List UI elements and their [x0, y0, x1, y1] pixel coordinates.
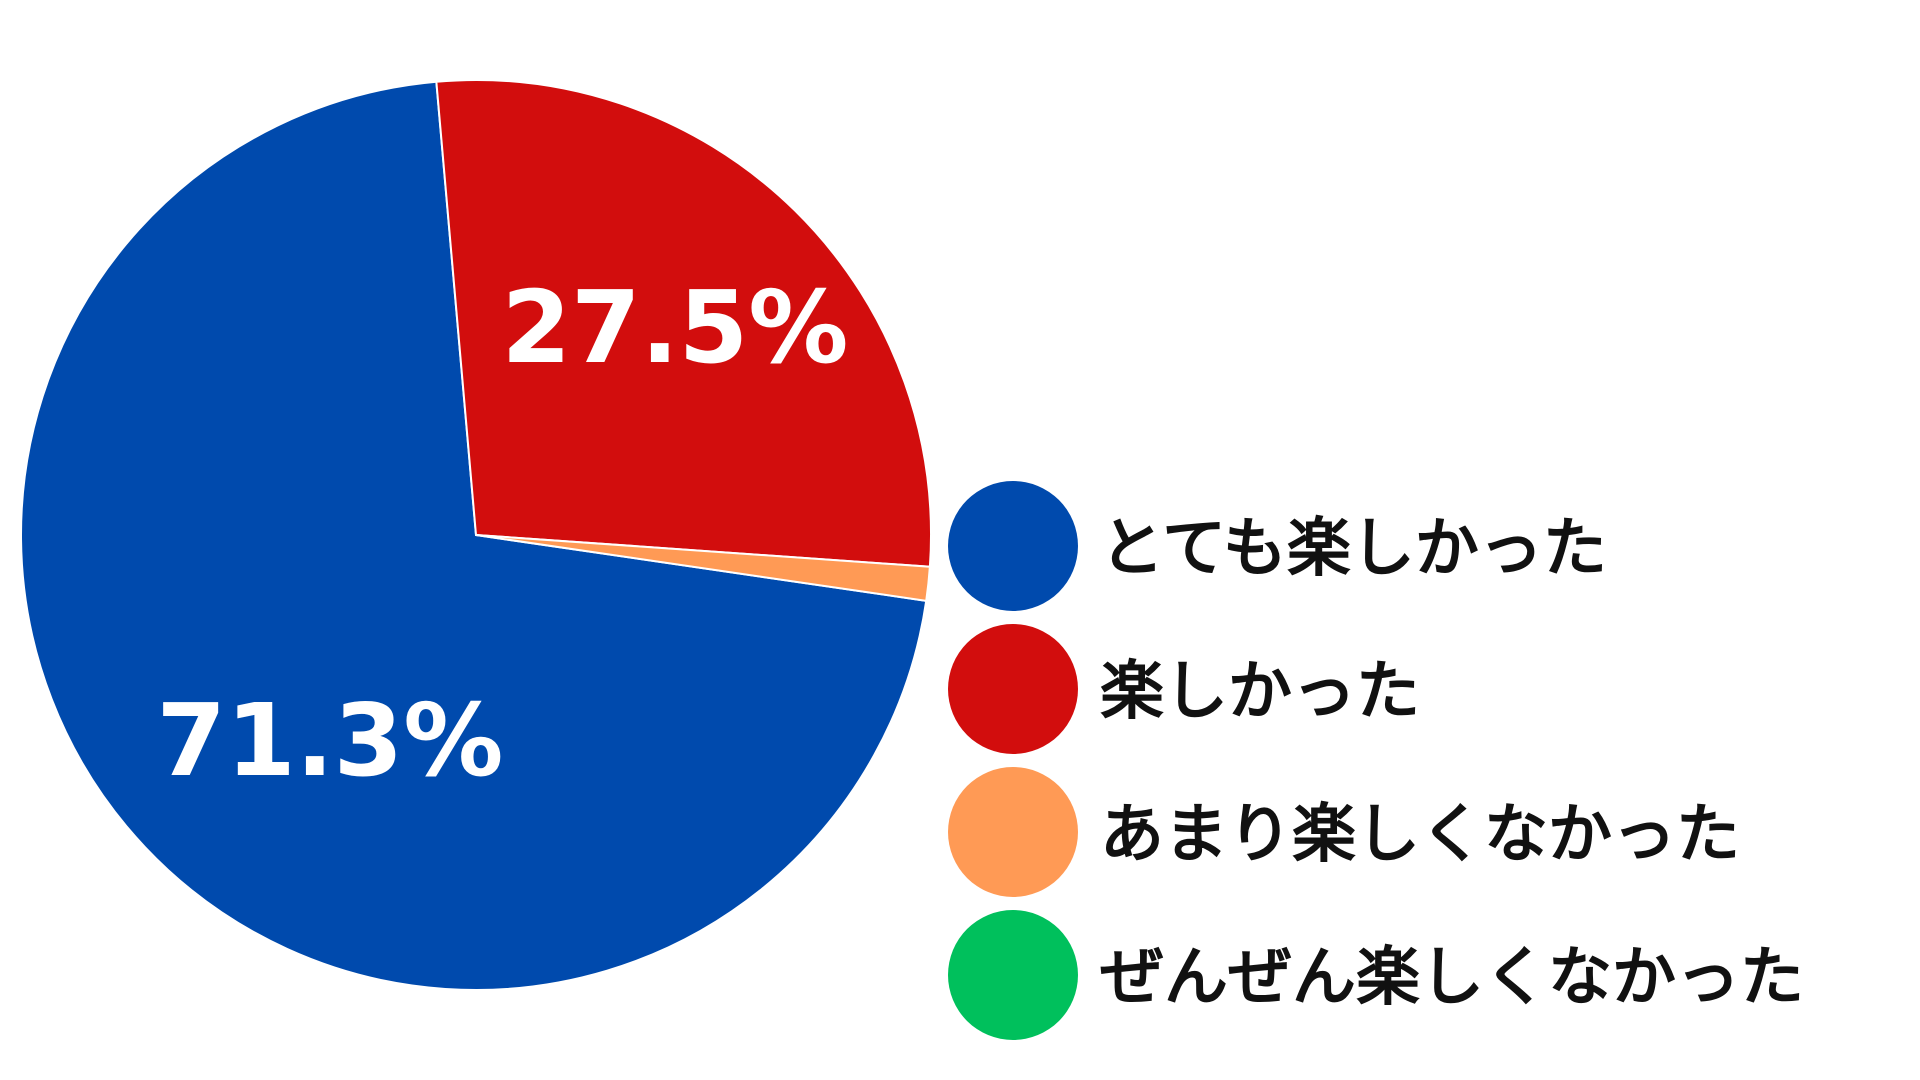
legend-label-3: ぜんぜん楽しくなかった	[1100, 941, 1804, 1015]
legend-label-0: とても楽しかった	[1100, 512, 1607, 586]
legend-label-2: あまり楽しくなかった	[1100, 798, 1740, 872]
pie-slice-0	[20, 80, 928, 991]
data-label-1: 27.5%	[502, 269, 849, 386]
legend-label-1: 楽しかった	[1100, 655, 1420, 729]
legend-swatch-0	[948, 481, 1078, 611]
data-label-0: 71.3%	[157, 682, 504, 799]
legend-swatch-1	[948, 624, 1078, 754]
pie-slice-1	[435, 79, 932, 568]
legend-swatch-2	[948, 767, 1078, 897]
pie-slice-2	[475, 534, 931, 602]
legend-swatch-3	[948, 910, 1078, 1040]
